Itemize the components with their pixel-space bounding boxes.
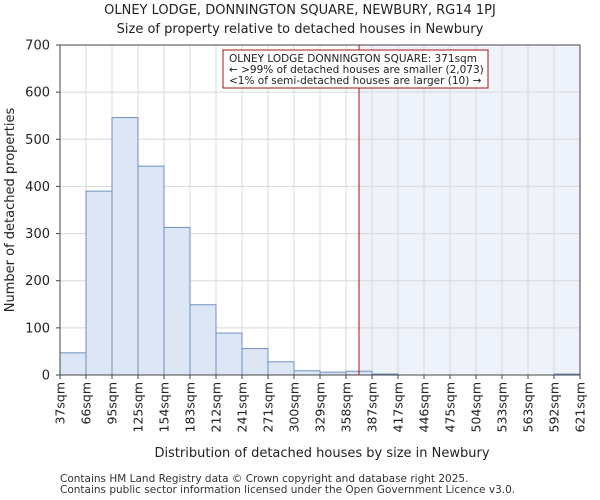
annotation-line-3: <1% of semi-detached houses are larger (… [229,75,482,87]
x-tick-label: 446sqm [417,382,432,432]
x-tick-label: 533sqm [495,382,510,432]
x-tick-label: 66sqm [79,382,94,425]
histogram-bar [241,348,269,376]
y-tick-label: 400 [25,180,50,195]
y-tick-label: 500 [25,133,50,148]
y-tick-label: 600 [25,86,50,101]
annotation-line-2: ← >99% of detached houses are smaller (2… [229,64,484,76]
x-tick-label: 592sqm [547,382,562,432]
x-tick-label: 417sqm [391,382,406,432]
x-tick-label: 475sqm [443,382,458,432]
annotation-box: OLNEY LODGE DONNINGTON SQUARE: 371sqm ← … [222,49,489,89]
histogram-bar [189,304,217,376]
x-axis-label: Distribution of detached houses by size … [154,446,489,461]
histogram-bar [85,190,113,376]
histogram-bar [267,361,295,376]
y-tick-label: 200 [25,274,50,289]
x-tick-label: 212sqm [209,382,224,432]
x-tick-label: 37sqm [53,382,68,425]
x-tick-label: 504sqm [469,382,484,432]
histogram-bar [137,165,165,376]
footer-line-1: Contains HM Land Registry data © Crown c… [60,473,469,485]
y-tick-label: 300 [25,227,50,242]
y-tick-label: 700 [25,39,50,54]
larger-region-highlight [359,45,580,375]
x-tick-label: 387sqm [365,382,380,432]
x-tick-label: 183sqm [183,382,198,432]
x-tick-label: 358sqm [339,382,354,432]
x-tick-label: 241sqm [235,382,250,432]
chart-title: OLNEY LODGE, DONNINGTON SQUARE, NEWBURY,… [104,3,496,18]
histogram-bar [215,332,243,376]
x-tick-label: 154sqm [157,382,172,432]
chart-subtitle: Size of property relative to detached ho… [116,22,484,37]
y-tick-label: 100 [25,321,50,336]
histogram-bar [111,117,139,376]
x-tick-label: 329sqm [313,382,328,432]
x-tick-label: 621sqm [573,382,588,432]
x-tick-label: 563sqm [521,382,536,432]
x-tick-label: 125sqm [131,382,146,432]
histogram-bar [293,370,321,376]
footer-line-2: Contains public sector information licen… [60,484,516,496]
x-tick-label: 95sqm [105,382,120,425]
y-tick-label: 0 [42,369,50,384]
histogram-bar [163,226,191,376]
histogram-bar [59,352,87,376]
x-tick-label: 300sqm [287,382,302,432]
annotation-line-1: OLNEY LODGE DONNINGTON SQUARE: 371sqm [229,53,477,65]
x-tick-label: 271sqm [261,382,276,432]
y-axis-label: Number of detached properties [3,108,18,313]
